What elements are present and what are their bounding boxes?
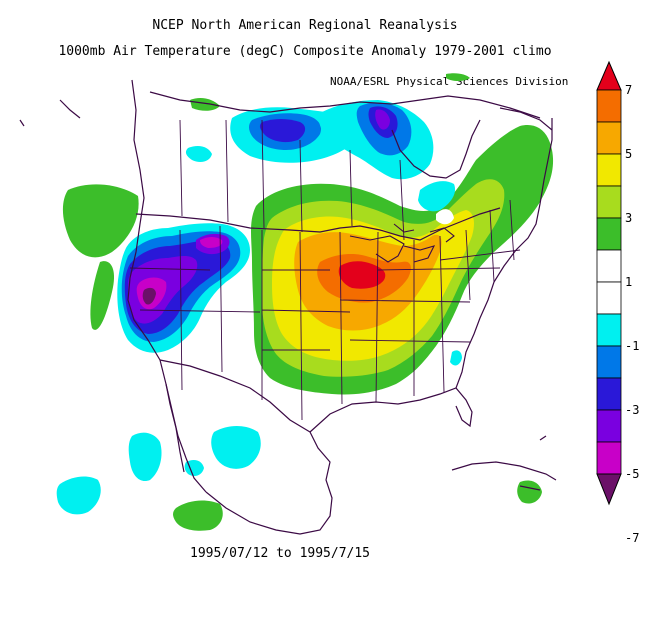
- colorbar-swatch: [596, 217, 622, 251]
- us-mexico-border: [159, 359, 311, 433]
- colorbar-swatch: [596, 345, 622, 379]
- great-lakes: [349, 223, 455, 263]
- colorbar-label: -1: [625, 339, 639, 353]
- arctic-coastline: [149, 91, 541, 119]
- colorbar-labels: 7 5 3 1 -1 -3 -5 -7: [625, 83, 639, 545]
- west-coastline: [127, 79, 207, 493]
- alaska-panhandle: [19, 99, 81, 127]
- colorbar-swatch: [596, 409, 622, 443]
- warm-anomaly-red: [338, 261, 386, 289]
- colorbar-swatch: [596, 249, 622, 283]
- warm-anomaly-arctic-green: [446, 73, 470, 81]
- colorbar-label: -7: [625, 531, 639, 545]
- cool-anomaly-sw-cyan-2: [56, 476, 101, 515]
- colorbar-swatch: [596, 377, 622, 411]
- cool-anomaly-florida-cyan: [450, 350, 462, 366]
- colorbar-swatch: [596, 153, 622, 187]
- hudson-bay-coastline: [391, 119, 481, 179]
- colorbar-label: 3: [625, 211, 632, 225]
- caribbean-islands: [519, 435, 547, 491]
- us-canada-border: [135, 207, 501, 241]
- warm-anomaly-west-green: [62, 184, 139, 258]
- map-title: NCEP North American Regional Reanalysis: [152, 18, 458, 33]
- gulf-coastline: [309, 387, 473, 433]
- anomaly-map: [19, 73, 557, 535]
- warm-anomaly-sw-green: [173, 500, 223, 531]
- cool-anomaly-north-magenta: [200, 237, 223, 248]
- state-lines: [129, 199, 521, 421]
- atlantic-coastline: [455, 118, 553, 389]
- colorbar-swatch: [596, 313, 622, 347]
- cool-anomaly-canada-purple-2: [375, 109, 390, 130]
- colorbar-swatch: [596, 185, 622, 219]
- colorbar-bottom-arrow: [596, 473, 622, 506]
- colorbar-swatch: [596, 281, 622, 315]
- colorbar-label: -5: [625, 467, 639, 481]
- boundaries: [19, 79, 557, 535]
- date-range: 1995/07/12 to 1995/7/15: [190, 546, 371, 561]
- map-subtitle: 1000mb Air Temperature (degC) Composite …: [58, 44, 552, 59]
- colorbar-swatch: [596, 441, 622, 475]
- cool-anomaly-hudson-cyan: [418, 181, 456, 212]
- cool-anomaly-west-darkpurple: [142, 287, 156, 305]
- colorbar-swatches: [596, 60, 622, 506]
- credit-label: NOAA/ESRL Physical Sciences Division: [330, 75, 569, 88]
- colorbar-label: 7: [625, 83, 632, 97]
- cool-anomaly-sw-cyan-3: [211, 426, 261, 469]
- canada-province-lines: [179, 119, 405, 241]
- cool-anomaly-canada-cyan-3: [185, 146, 212, 162]
- greenland-coast: [499, 107, 553, 131]
- neutral-patch-east: [436, 209, 454, 225]
- cool-anomaly-canada-indigo-1: [259, 119, 306, 143]
- colorbar-swatch: [596, 121, 622, 155]
- colorbar-label: -3: [625, 403, 639, 417]
- cool-anomaly-sw-cyan-4: [184, 460, 204, 476]
- mexico-coastline: [205, 431, 333, 535]
- warm-anomaly-nw-green: [90, 261, 115, 330]
- baja-coastline: [165, 383, 185, 473]
- cuba-coast: [451, 461, 557, 481]
- warm-anomaly-north-green: [190, 98, 220, 111]
- colorbar-label: 1: [625, 275, 632, 289]
- colorbar-top-arrow: [596, 60, 622, 91]
- colorbar-label: 5: [625, 147, 632, 161]
- colorbar-swatch: [596, 89, 622, 123]
- cool-anomaly-sw-cyan-1: [128, 432, 162, 482]
